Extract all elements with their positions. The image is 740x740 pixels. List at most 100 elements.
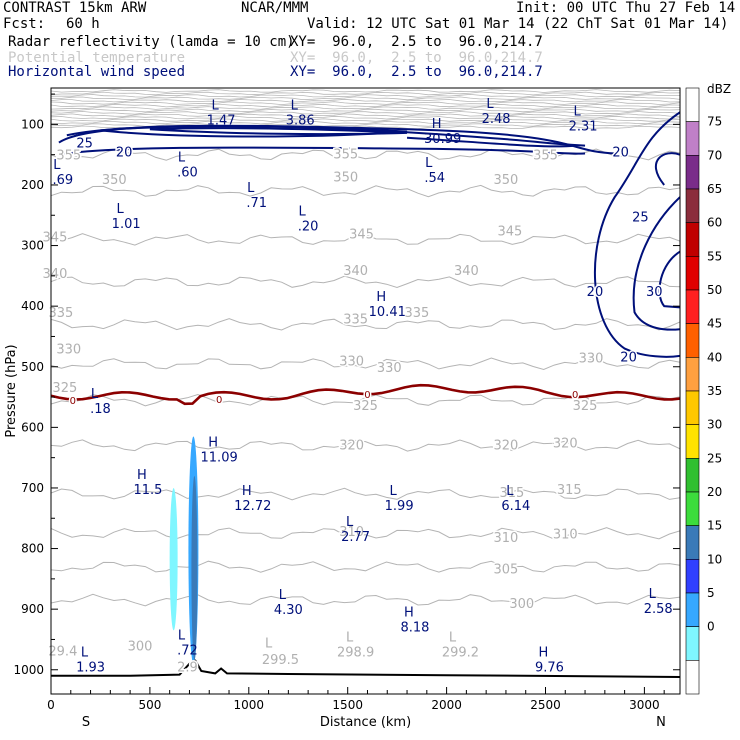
theta-contour-300	[51, 593, 680, 607]
theta-contour-305	[51, 560, 680, 573]
extreme-type-label: L	[178, 629, 186, 644]
theta-contour-310	[51, 527, 680, 540]
extreme-value-label: .18	[90, 402, 111, 417]
extreme-type-label: H	[404, 606, 414, 621]
theta-label: 325	[353, 399, 378, 414]
fcst-value: 60 h	[66, 16, 100, 32]
theta-contour-355	[51, 148, 680, 161]
theta-label: 325	[573, 399, 598, 414]
x-tick-label: 500	[138, 698, 161, 712]
colorbar-level-label: 40	[707, 350, 722, 364]
freezing-level-label: 0	[364, 390, 370, 401]
colorbar-swatch	[685, 424, 700, 459]
theta-dense-line	[51, 103, 680, 108]
wind-jet-contour	[58, 146, 586, 156]
init-time: Init: 00 UTC Thu 27 Feb 14	[516, 0, 736, 16]
field-wind-name: Horizontal wind speed	[8, 64, 186, 80]
colorbar-swatch	[685, 323, 700, 358]
theta-label: 335	[48, 306, 73, 321]
freezing-level-label: 0	[70, 396, 76, 407]
theta-contour-320	[51, 439, 680, 452]
theta-label: 2.9	[177, 661, 198, 676]
colorbar-swatch	[685, 87, 700, 122]
y-tick-label: 900	[21, 602, 44, 616]
field-theta-name: Potential temperature	[8, 50, 186, 66]
theta-label: 330	[56, 343, 81, 358]
extreme-value-label: 12.72	[234, 499, 271, 514]
theta-contour-340	[51, 275, 680, 289]
extreme-value-label: 10.41	[369, 305, 406, 320]
theta-label: 299.5	[262, 653, 299, 668]
extreme-value-label: 1.93	[76, 661, 105, 676]
fcst-label: Fcst:	[3, 16, 46, 32]
theta-label: 345	[43, 230, 68, 245]
y-tick-label: 400	[21, 299, 44, 313]
extreme-type-label: H	[432, 117, 442, 132]
field-reflectivity-xy: XY= 96.0, 2.5 to 96.0,214.7	[290, 34, 543, 50]
theta-dense-line	[51, 96, 680, 101]
extreme-value-label: .72	[177, 644, 198, 659]
extreme-value-label: 1.99	[385, 499, 414, 514]
x-axis-label: Distance (km)	[320, 715, 411, 730]
colorbar-level-label: 50	[707, 283, 722, 297]
extreme-type-label: H	[208, 435, 218, 450]
extreme-value-label: 3.86	[286, 113, 315, 128]
theta-dense-line	[51, 98, 680, 103]
extreme-type-label: L	[299, 205, 307, 220]
theta-label: 335	[343, 312, 368, 327]
wind-contour-label: 30	[646, 285, 663, 300]
extreme-value-label: 1.01	[112, 217, 141, 232]
colorbar-level-label: 60	[707, 216, 722, 230]
extreme-value-label: 2.31	[569, 120, 598, 135]
theta-dense-line	[51, 118, 680, 122]
theta-label: 330	[377, 361, 402, 376]
extreme-type-label: L	[346, 515, 354, 530]
colorbar-swatch	[685, 121, 700, 156]
y-tick-label: 300	[21, 239, 44, 253]
colorbar-swatch	[685, 289, 700, 324]
x-end-label-south: S	[82, 715, 90, 730]
theta-dense-line	[51, 108, 680, 113]
wind-contour-label: 20	[587, 285, 604, 300]
extreme-type-label: L	[178, 151, 186, 166]
extreme-type-label: L	[573, 105, 581, 120]
colorbar-swatch	[685, 222, 700, 257]
y-tick-label: 100	[21, 117, 44, 131]
theta-dense-line	[51, 89, 680, 93]
wind-contour-label: 20	[620, 350, 637, 365]
theta-contour-335	[51, 318, 680, 331]
colorbar-level-label: 35	[707, 384, 722, 398]
y-tick-label: 500	[21, 360, 44, 374]
theta-label: 355	[56, 149, 81, 164]
freezing-level-line	[51, 383, 680, 406]
colorbar-level-label: 15	[707, 519, 722, 533]
wind-jet-contour	[406, 136, 576, 148]
theta-label: 310	[494, 531, 519, 546]
theta-label: 345	[497, 224, 522, 239]
valid-time: Valid: 12 UTC Sat 01 Mar 14 (22 ChT Sat …	[307, 16, 729, 32]
y-tick-label: 800	[21, 542, 44, 556]
wind-contour-20-right	[593, 111, 680, 358]
theta-dense-line	[51, 91, 680, 96]
theta-dense-line	[51, 120, 680, 125]
colorbar-level-label: 70	[707, 148, 722, 162]
field-reflectivity-name: Radar reflectivity (lamda = 10 cm)	[8, 34, 295, 50]
y-tick-label: 200	[21, 178, 44, 192]
theta-contour-330	[51, 357, 680, 371]
theta-label: 29.4	[48, 644, 77, 659]
theta-label: 350	[102, 173, 127, 188]
freezing-level-label: 0	[216, 395, 222, 406]
wind-jet-contour	[149, 127, 408, 136]
colorbar-level-label: 45	[707, 317, 722, 331]
y-tick-label: 1000	[13, 663, 44, 677]
y-tick-label: 600	[21, 420, 44, 434]
colorbar-level-label: 10	[707, 552, 722, 566]
theta-label: 340	[43, 267, 68, 282]
wind-contour-25-right	[632, 196, 680, 331]
y-tick-label: 700	[21, 481, 44, 495]
theta-label: 350	[333, 170, 358, 185]
extreme-type-label: L	[117, 202, 125, 217]
extreme-type-label: L	[291, 98, 299, 113]
theta-label: 298.9	[337, 646, 374, 661]
